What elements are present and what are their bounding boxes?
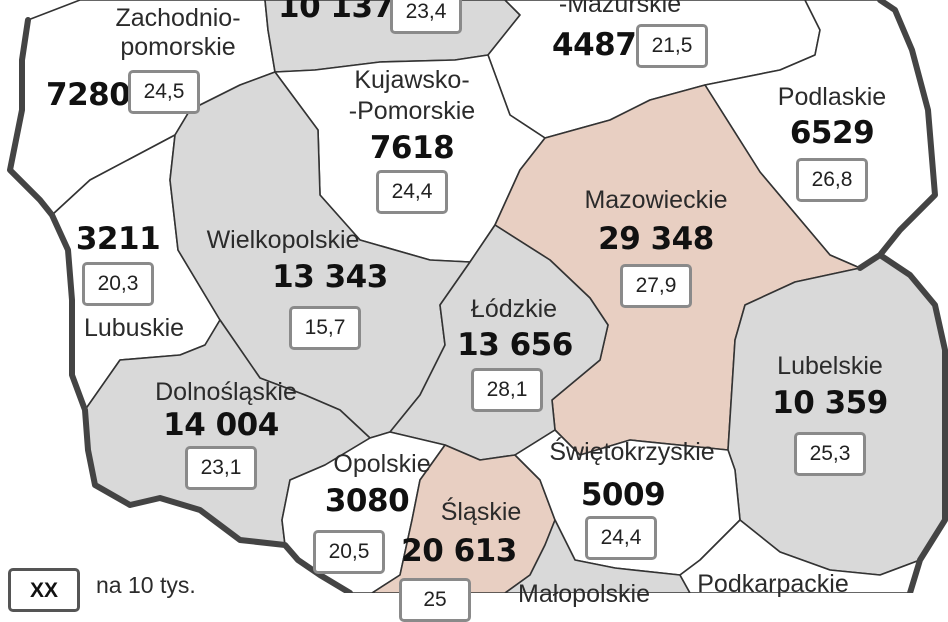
region-name-mazowieckie: Mazowieckie [584, 186, 728, 214]
region-value-slaskie: 20 613 [401, 533, 517, 569]
region-rate-slaskie: 25 [399, 578, 471, 622]
region-podkarpackie [679, 519, 921, 593]
region-rate-lodzkie: 28,1 [471, 368, 543, 412]
region-name-warminsko-mazurskie-line2: -Mazurskie [558, 0, 682, 18]
region-value-mazowieckie: 29 348 [598, 221, 714, 257]
region-name-kujawsko-pomorskie-line1: Kujawsko- [354, 66, 470, 94]
legend-text: na 10 tys. [96, 572, 196, 598]
region-rate-dolnoslaskie: 23,1 [185, 446, 257, 490]
region-name-podlaskie: Podlaskie [777, 83, 887, 111]
region-value-lubelskie: 10 359 [772, 385, 888, 421]
region-name-kujawsko-pomorskie-line2: -Pomorskie [348, 97, 476, 125]
region-value-pomorskie: 10 137 [278, 0, 394, 25]
region-name-swietokrzyskie: Świętokrzyskie [549, 438, 715, 466]
legend-sample-box: XX [8, 568, 80, 612]
region-rate-warminsko-mazurskie: 21,5 [636, 24, 708, 68]
region-rate-lubuskie: 20,3 [82, 262, 154, 306]
region-name-malopolskie: Małopolskie [517, 580, 651, 608]
region-name-lubelskie: Lubelskie [777, 352, 883, 380]
region-rate-mazowieckie: 27,9 [620, 264, 692, 308]
region-value-dolnoslaskie: 14 004 [163, 407, 279, 443]
region-rate-zachodniopomorskie: 24,5 [128, 70, 200, 114]
region-name-zachodniopomorskie-line2: pomorskie [120, 33, 236, 61]
region-rate-podlaskie: 26,8 [796, 158, 868, 202]
voivodeship-map [7, 0, 948, 593]
region-value-opolskie: 3080 [324, 483, 410, 519]
country-border-west [7, 17, 353, 593]
region-name-zachodniopomorskie-line1: Zachodnio- [115, 4, 241, 32]
region-rate-lubelskie: 25,3 [794, 432, 866, 476]
region-value-wielkopolskie: 13 343 [272, 259, 388, 295]
region-name-wielkopolskie: Wielkopolskie [206, 226, 360, 254]
region-name-slaskie: Śląskie [440, 498, 522, 526]
region-value-warminsko-mazurskie: 4487 [552, 27, 637, 63]
region-name-podkarpackie: Podkarpackie [697, 570, 849, 598]
country-border-east [857, 0, 948, 593]
region-name-opolskie: Opolskie [333, 450, 431, 478]
region-value-podlaskie: 6529 [789, 115, 875, 151]
region-name-lubuskie: Lubuskie [83, 314, 185, 342]
region-value-lubuskie: 3211 [75, 221, 161, 257]
region-value-lodzkie: 13 656 [457, 327, 573, 363]
region-value-swietokrzyskie: 5009 [580, 477, 666, 513]
region-value-kujawsko-pomorskie: 7618 [369, 130, 455, 166]
region-rate-kujawsko-pomorskie: 24,4 [376, 170, 448, 214]
region-name-dolnoslaskie: Dolnośląskie [155, 378, 297, 406]
region-rate-opolskie: 20,5 [313, 530, 385, 574]
region-rate-pomorskie: 23,4 [390, 0, 462, 34]
region-name-lodzkie: Łódzkie [470, 295, 558, 323]
region-rate-wielkopolskie: 15,7 [289, 306, 361, 350]
region-rate-swietokrzyskie: 24,4 [585, 516, 657, 560]
region-value-zachodniopomorskie: 7280 [46, 77, 131, 113]
